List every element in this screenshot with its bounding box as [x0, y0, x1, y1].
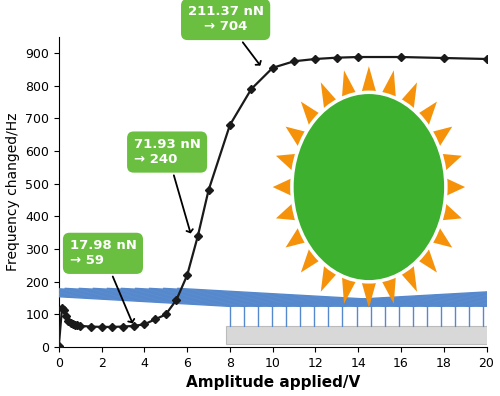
Polygon shape — [342, 273, 357, 304]
Polygon shape — [286, 127, 309, 150]
Polygon shape — [272, 177, 294, 197]
Ellipse shape — [292, 92, 446, 282]
Text: 211.37 nN
→ 704: 211.37 nN → 704 — [188, 6, 264, 65]
Polygon shape — [342, 70, 357, 101]
Y-axis label: Frequency changed/Hz: Frequency changed/Hz — [6, 113, 20, 271]
Polygon shape — [286, 224, 309, 248]
Text: 17.98 nN
→ 59: 17.98 nN → 59 — [70, 239, 136, 322]
X-axis label: Amplitude applied/V: Amplitude applied/V — [186, 375, 360, 390]
Polygon shape — [438, 201, 462, 221]
Polygon shape — [438, 154, 462, 173]
Polygon shape — [360, 278, 377, 308]
Polygon shape — [301, 102, 322, 130]
Polygon shape — [380, 273, 396, 304]
Polygon shape — [399, 82, 417, 113]
Polygon shape — [301, 244, 322, 272]
Polygon shape — [416, 244, 437, 272]
Text: 71.93 nN
→ 240: 71.93 nN → 240 — [134, 138, 200, 232]
Polygon shape — [416, 102, 437, 130]
Polygon shape — [399, 261, 417, 292]
Polygon shape — [429, 224, 452, 248]
Polygon shape — [380, 70, 396, 101]
Bar — [226, 326, 493, 344]
Polygon shape — [276, 154, 299, 173]
Polygon shape — [429, 127, 452, 150]
Polygon shape — [360, 66, 377, 96]
Polygon shape — [321, 261, 339, 292]
Polygon shape — [443, 177, 465, 197]
Polygon shape — [276, 201, 299, 221]
Polygon shape — [321, 82, 339, 113]
